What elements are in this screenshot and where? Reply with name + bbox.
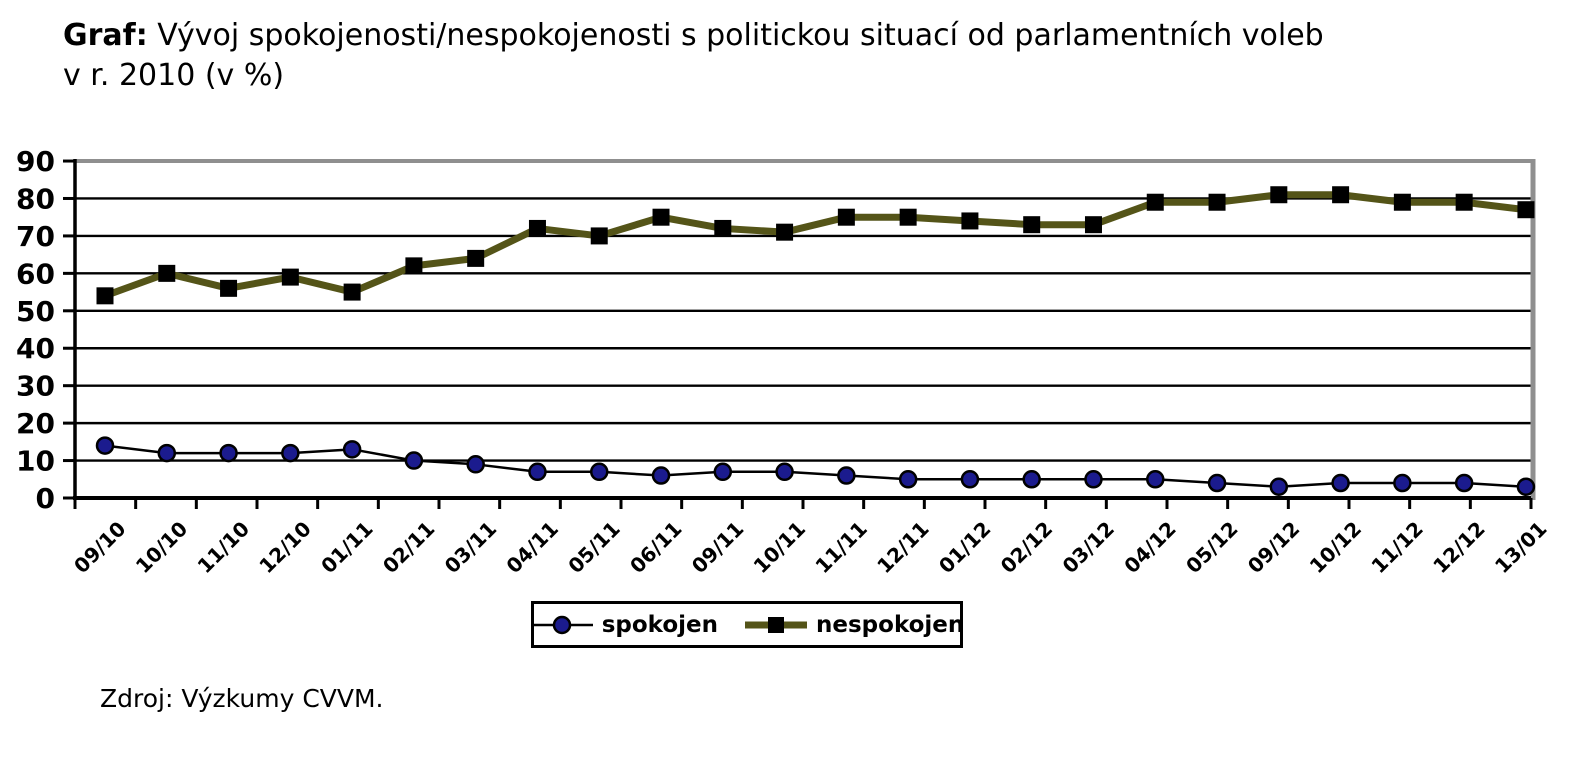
y-axis-label: 60 bbox=[16, 257, 55, 290]
data-point-spokojen bbox=[1146, 470, 1165, 489]
y-axis-label: 10 bbox=[16, 445, 55, 478]
chart-title-prefix: Graf: bbox=[63, 18, 148, 53]
data-point-spokojen bbox=[1084, 470, 1103, 489]
data-point-spokojen bbox=[528, 462, 547, 482]
data-point-nespokojen bbox=[1455, 193, 1473, 211]
y-axis-label: 70 bbox=[16, 220, 55, 253]
nespokojen-line-marker-icon bbox=[745, 616, 808, 633]
data-point-nespokojen bbox=[1146, 193, 1164, 211]
data-point-nespokojen bbox=[96, 287, 114, 305]
data-point-spokojen bbox=[837, 466, 856, 485]
data-point-nespokojen bbox=[1517, 201, 1535, 219]
x-axis-label: 01/11 bbox=[316, 517, 377, 578]
data-point-nespokojen bbox=[405, 257, 423, 275]
x-axis-label: 03/11 bbox=[440, 517, 501, 578]
legend-label-nespokojen: nespokojen bbox=[816, 611, 965, 638]
legend-square-icon bbox=[768, 616, 785, 633]
x-axis-label: 04/12 bbox=[1119, 517, 1180, 578]
source-note: Zdroj: Výzkumy CVVM. bbox=[100, 684, 384, 713]
data-point-spokojen bbox=[1269, 477, 1289, 497]
chart-title-line1: Vývoj spokojenosti/nespokojenosti s poli… bbox=[157, 18, 1324, 53]
data-point-spokojen bbox=[466, 455, 485, 474]
chart-title-line2: v r. 2010 (v %) bbox=[63, 58, 285, 93]
data-point-spokojen bbox=[95, 436, 115, 455]
data-point-nespokojen bbox=[1270, 186, 1288, 204]
x-axis-label: 13/01 bbox=[1490, 517, 1551, 578]
data-point-nespokojen bbox=[1332, 186, 1350, 204]
data-point-spokojen bbox=[713, 462, 733, 482]
y-axis-label: 30 bbox=[16, 370, 55, 403]
y-axis-label: 80 bbox=[16, 182, 55, 215]
data-point-nespokojen bbox=[590, 227, 608, 245]
data-point-nespokojen bbox=[1023, 216, 1041, 234]
data-point-spokojen bbox=[898, 470, 918, 489]
y-axis-label: 90 bbox=[16, 145, 55, 178]
y-axis-label: 0 bbox=[36, 482, 55, 515]
x-axis-label: 10/11 bbox=[749, 517, 810, 578]
data-point-nespokojen bbox=[837, 208, 855, 226]
data-point-nespokojen bbox=[652, 208, 670, 226]
x-axis-label: 03/12 bbox=[1058, 517, 1119, 578]
data-point-spokojen bbox=[1207, 473, 1227, 493]
data-point-spokojen bbox=[589, 462, 609, 482]
x-axis-label: 05/12 bbox=[1181, 517, 1242, 578]
x-axis-label: 09/11 bbox=[687, 517, 748, 578]
data-point-nespokojen bbox=[899, 208, 917, 226]
data-point-nespokojen bbox=[158, 264, 176, 282]
x-axis-label: 11/10 bbox=[193, 517, 254, 578]
y-axis-label: 40 bbox=[16, 332, 55, 365]
data-point-spokojen bbox=[157, 443, 177, 463]
x-axis-label: 09/10 bbox=[69, 517, 130, 578]
data-point-nespokojen bbox=[714, 219, 732, 237]
x-axis-label: 12/12 bbox=[1428, 517, 1489, 578]
legend-item-nespokojen: nespokojen bbox=[744, 612, 964, 638]
series-line-nespokojen bbox=[101, 191, 1530, 300]
chart-title: Graf: Vývoj spokojenosti/nespokojenosti … bbox=[63, 16, 1523, 96]
x-axis-label: 01/12 bbox=[934, 517, 995, 578]
data-point-nespokojen bbox=[281, 268, 299, 286]
data-point-nespokojen bbox=[961, 212, 979, 230]
data-point-nespokojen bbox=[528, 219, 546, 237]
x-axis-label: 05/11 bbox=[563, 517, 624, 578]
data-point-spokojen bbox=[281, 443, 300, 463]
data-point-spokojen bbox=[1516, 477, 1536, 497]
series-line-spokojen bbox=[103, 444, 1528, 489]
x-axis-label: 10/10 bbox=[131, 517, 192, 578]
data-point-nespokojen bbox=[467, 249, 485, 267]
x-axis-label: 12/11 bbox=[872, 517, 933, 578]
data-point-nespokojen bbox=[776, 223, 794, 241]
x-axis-label: 11/12 bbox=[1366, 517, 1427, 578]
legend-circle-icon bbox=[552, 615, 571, 634]
data-point-spokojen bbox=[404, 451, 424, 470]
y-axis-label: 20 bbox=[16, 407, 55, 440]
data-point-spokojen bbox=[775, 462, 794, 482]
x-axis-label: 02/12 bbox=[996, 517, 1057, 578]
data-point-spokojen bbox=[960, 470, 980, 489]
data-point-nespokojen bbox=[220, 279, 238, 297]
x-axis-label: 10/12 bbox=[1305, 517, 1366, 578]
spokojen-line-marker-icon bbox=[530, 615, 593, 634]
data-point-spokojen bbox=[219, 443, 238, 463]
legend-label-spokojen: spokojen bbox=[601, 611, 719, 638]
x-axis-label: 12/10 bbox=[254, 517, 315, 578]
data-point-spokojen bbox=[1331, 473, 1350, 493]
data-point-nespokojen bbox=[343, 283, 361, 301]
x-axis-label: 04/11 bbox=[501, 517, 562, 578]
x-axis-label: 09/12 bbox=[1243, 517, 1304, 578]
x-axis-label: 02/11 bbox=[378, 517, 439, 578]
data-point-nespokojen bbox=[1208, 193, 1226, 211]
data-point-nespokojen bbox=[1393, 193, 1411, 211]
data-point-nespokojen bbox=[1084, 216, 1102, 234]
data-point-spokojen bbox=[1454, 473, 1474, 493]
x-axis-label: 11/11 bbox=[810, 517, 871, 578]
chart-legend: spokojen nespokojen bbox=[530, 601, 964, 648]
y-axis-label: 50 bbox=[16, 295, 55, 328]
data-point-spokojen bbox=[342, 440, 362, 459]
data-point-spokojen bbox=[651, 466, 671, 485]
legend-item-spokojen: spokojen bbox=[530, 612, 718, 638]
x-axis-label: 06/11 bbox=[625, 517, 686, 578]
data-point-spokojen bbox=[1022, 470, 1041, 489]
data-point-spokojen bbox=[1393, 473, 1412, 493]
